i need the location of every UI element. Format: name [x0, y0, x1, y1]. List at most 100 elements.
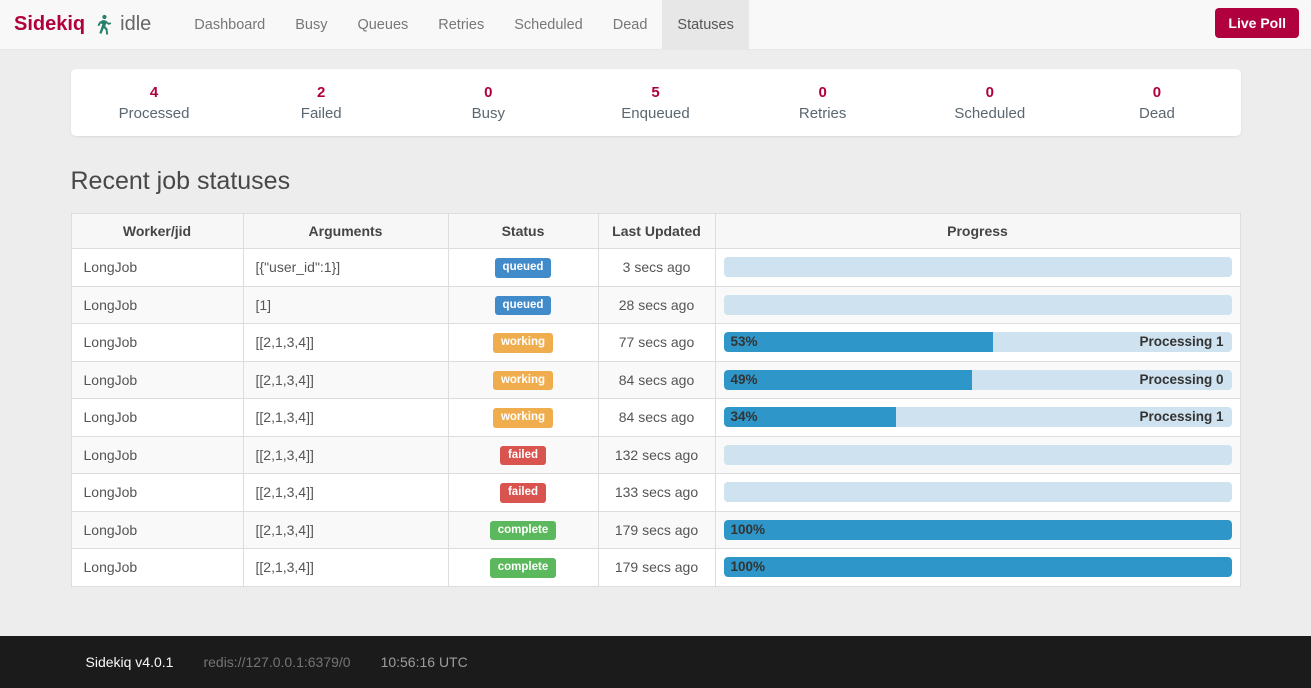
- last-updated-cell: 84 secs ago: [597, 398, 716, 437]
- stat-retries[interactable]: 0 Retries: [739, 82, 906, 124]
- stat-failed[interactable]: 2 Failed: [238, 82, 405, 124]
- nav-item-retries[interactable]: Retries: [438, 16, 485, 33]
- table-row: LongJob [[2,1,3,4]] complete 179 secs ago 10…: [70, 548, 1241, 587]
- status-badge: working: [492, 370, 554, 390]
- status-cell: complete: [447, 510, 599, 549]
- column-header-progress: Progress: [714, 213, 1241, 249]
- table-row: LongJob [[2,1,3,4]] complete 179 secs ago 10…: [70, 510, 1241, 549]
- stat-value: 0: [1152, 84, 1162, 101]
- stat-value: 0: [484, 84, 493, 101]
- progress-cell: 100%: [714, 510, 1241, 549]
- last-updated-cell: 132 secs ago: [597, 435, 716, 474]
- job-statuses-table: Worker/jid Arguments Status Last Updated Pro…: [70, 213, 1241, 587]
- page-title: Recent job statuses: [70, 167, 291, 195]
- stat-value: 0: [818, 84, 827, 101]
- progress-cell: 34% Processing 1: [714, 398, 1241, 437]
- nav-item-statuses[interactable]: Statuses: [662, 0, 749, 49]
- stats-summary-card: 4 Processed 2 Failed 0 Busy 5 Enqueued 0 Retries 0…: [70, 69, 1241, 136]
- status-badge: queued: [494, 258, 552, 278]
- worker-cell: LongJob: [70, 248, 244, 287]
- column-header-arguments: Arguments: [242, 213, 449, 249]
- progress-cell: 53% Processing 1: [714, 323, 1241, 362]
- nav-menu: Dashboard Busy Queues Retries Scheduled Dead S…: [179, 0, 749, 49]
- status-cell: queued: [447, 248, 599, 287]
- stat-label: Retries: [798, 105, 847, 122]
- stat-dead[interactable]: 0 Dead: [1073, 82, 1240, 124]
- brand-title: Sidekiq: [14, 13, 86, 35]
- stat-label: Dead: [1138, 105, 1175, 122]
- stat-scheduled[interactable]: 0 Scheduled: [906, 82, 1073, 124]
- stat-value: 5: [651, 84, 660, 101]
- table-row: LongJob [{"user_id":1}] queued 3 secs ago: [70, 248, 1241, 287]
- progress-cell: [714, 248, 1241, 287]
- stat-label: Processed: [118, 105, 190, 122]
- sidekiq-version-label: Sidekiq v4.0.1: [85, 653, 174, 670]
- arguments-cell: [[2,1,3,4]]: [242, 473, 449, 512]
- table-row: LongJob [[2,1,3,4]] failed 133 secs ago: [70, 473, 1241, 512]
- progress-bar-fill: [723, 519, 1232, 540]
- progress-cell: 49% Processing 0: [714, 360, 1241, 399]
- status-cell: working: [447, 398, 599, 437]
- progress-bar: 100%: [723, 557, 1232, 578]
- live-poll-button[interactable]: Live Poll: [1215, 8, 1299, 38]
- status-badge: failed: [499, 445, 547, 465]
- status-badge: complete: [489, 520, 557, 540]
- progress-bar-fill: [723, 332, 993, 353]
- progress-percent-label: 34%: [730, 409, 758, 425]
- progress-percent-label: 100%: [730, 521, 766, 537]
- arguments-cell: [[2,1,3,4]]: [242, 398, 449, 437]
- progress-bar: 100%: [723, 519, 1232, 540]
- status-badge: complete: [489, 558, 557, 578]
- table-row: LongJob [[2,1,3,4]] working 84 secs ago 34% P…: [70, 398, 1241, 437]
- footer: Sidekiq v4.0.1 redis://127.0.0.1:6379/0 …: [0, 635, 1311, 688]
- progress-message-label: Processing 0: [1139, 371, 1224, 387]
- progress-bar: [723, 257, 1232, 278]
- stat-label: Enqueued: [621, 105, 690, 122]
- sidekiq-runner-icon: [92, 14, 113, 35]
- stat-processed[interactable]: 4 Processed: [71, 82, 238, 124]
- nav-item-scheduled[interactable]: Scheduled: [514, 16, 583, 33]
- nav-item-dead[interactable]: Dead: [612, 16, 648, 33]
- stat-enqueued[interactable]: 5 Enqueued: [572, 82, 739, 124]
- worker-cell: LongJob: [70, 473, 244, 512]
- table-header-row: Worker/jid Arguments Status Last Updated Pro…: [70, 213, 1241, 249]
- stat-label: Scheduled: [954, 105, 1026, 122]
- progress-cell: [714, 473, 1241, 512]
- worker-cell: LongJob: [70, 510, 244, 549]
- process-status-label: idle: [120, 13, 152, 35]
- main-container: 4 Processed 2 Failed 0 Busy 5 Enqueued 0 Retries 0…: [70, 50, 1241, 587]
- status-cell: failed: [447, 473, 599, 512]
- worker-cell: LongJob: [70, 435, 244, 474]
- nav-item-busy[interactable]: Busy: [295, 16, 328, 33]
- progress-bar-fill: [723, 407, 897, 428]
- arguments-cell: [[2,1,3,4]]: [242, 548, 449, 587]
- status-badge: queued: [494, 295, 552, 315]
- worker-cell: LongJob: [70, 360, 244, 399]
- last-updated-cell: 3 secs ago: [597, 248, 716, 287]
- stat-label: Busy: [471, 105, 506, 122]
- top-navbar: Sidekiq idle Dashboard Busy Queues Retries S…: [0, 0, 1311, 50]
- stat-value: 0: [985, 84, 994, 101]
- progress-message-label: Processing 1: [1139, 409, 1224, 425]
- nav-item-queues[interactable]: Queues: [357, 16, 409, 33]
- arguments-cell: [[2,1,3,4]]: [242, 360, 449, 399]
- progress-bar: 53% Processing 1: [723, 332, 1232, 353]
- progress-bar-fill: [723, 369, 973, 390]
- progress-bar: [723, 444, 1232, 465]
- stat-busy[interactable]: 0 Busy: [405, 82, 572, 124]
- worker-cell: LongJob: [70, 323, 244, 362]
- arguments-cell: [{"user_id":1}]: [242, 248, 449, 287]
- progress-message-label: Processing 1: [1139, 334, 1224, 350]
- progress-cell: 100%: [714, 548, 1241, 587]
- last-updated-cell: 84 secs ago: [597, 360, 716, 399]
- nav-item-dashboard[interactable]: Dashboard: [194, 16, 266, 33]
- column-header-last-updated: Last Updated: [597, 213, 716, 249]
- progress-percent-label: 100%: [730, 559, 766, 575]
- progress-percent-label: 49%: [730, 371, 758, 387]
- stat-label: Failed: [300, 105, 342, 122]
- worker-cell: LongJob: [70, 548, 244, 587]
- last-updated-cell: 133 secs ago: [597, 473, 716, 512]
- sidekiq-brand[interactable]: Sidekiq idle: [0, 0, 165, 49]
- status-badge: working: [492, 408, 554, 428]
